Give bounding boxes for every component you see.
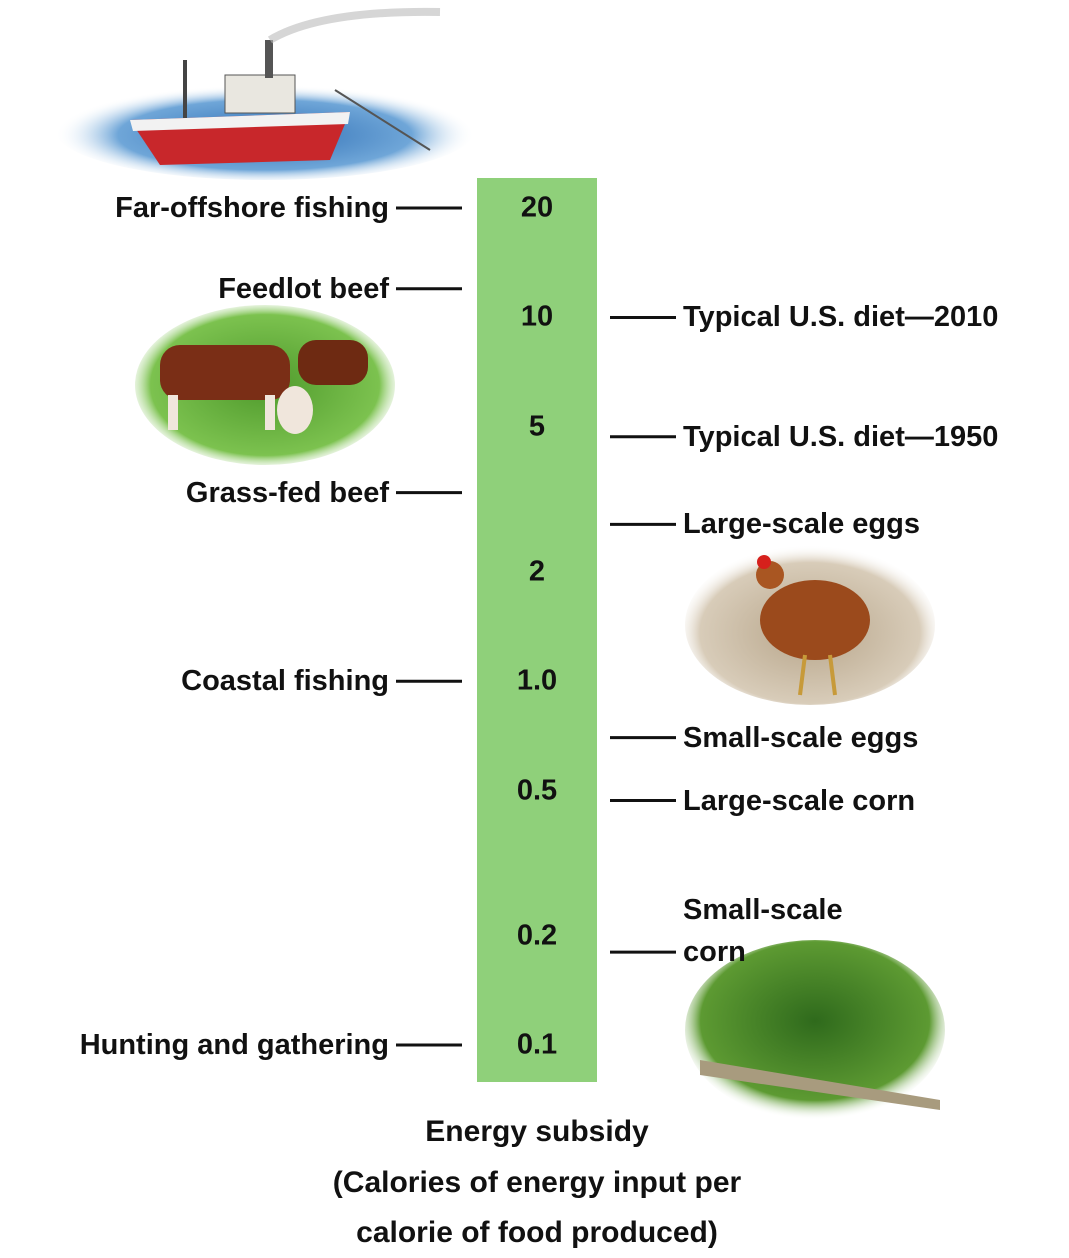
tick-label: 0.5 [477, 774, 597, 807]
item-label: Grass-fed beef [186, 472, 389, 514]
item-label: Coastal fishing [181, 660, 389, 702]
item-label: Hunting and gathering [80, 1024, 389, 1066]
axis-label: Energy subsidy [287, 1107, 787, 1157]
boat-illustration [55, 12, 475, 180]
item-label: Typical U.S. diet—2010 [683, 296, 998, 338]
figure: Energy subsidy (Calories of energy input… [0, 0, 1069, 1252]
tick-label: 0.2 [477, 919, 597, 952]
item-label: Typical U.S. diet—1950 [683, 416, 998, 458]
tick-label: 1.0 [477, 665, 597, 698]
tick-label: 5 [477, 410, 597, 443]
item-label: Large-scale eggs [683, 503, 920, 545]
tick-label: 2 [477, 555, 597, 588]
axis-note: (Calories of energy input per calorie of… [287, 1158, 787, 1258]
item-label: Large-scale corn [683, 780, 915, 822]
item-label: Small-scale eggs [683, 717, 918, 759]
hen-illustration [685, 545, 935, 705]
item-label: Small-scale corn [683, 889, 883, 973]
item-label: Far-offshore fishing [115, 187, 389, 229]
tick-label: 0.1 [477, 1029, 597, 1062]
cattle-illustration [135, 305, 395, 465]
tick-label: 20 [477, 192, 597, 225]
tick-label: 10 [477, 301, 597, 334]
item-label: Feedlot beef [218, 268, 389, 310]
